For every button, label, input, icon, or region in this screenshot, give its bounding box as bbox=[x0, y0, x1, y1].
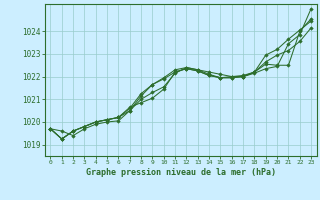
X-axis label: Graphe pression niveau de la mer (hPa): Graphe pression niveau de la mer (hPa) bbox=[86, 168, 276, 177]
